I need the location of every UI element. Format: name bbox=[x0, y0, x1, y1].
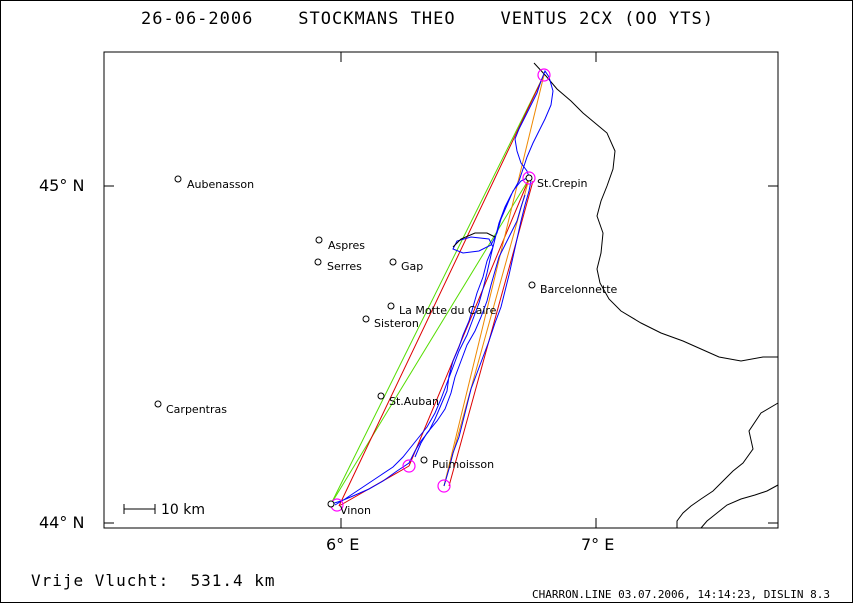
svg-text:Serres: Serres bbox=[327, 260, 362, 273]
place-st-auban: St.Auban bbox=[377, 392, 439, 408]
task-legs bbox=[330, 74, 545, 507]
scale-label: 10 km bbox=[161, 502, 205, 518]
place-puimoisson: Puimoisson bbox=[420, 456, 494, 471]
place-gap: Gap bbox=[389, 258, 423, 273]
turnpoint-1 bbox=[537, 68, 551, 82]
task-leg-red-1 bbox=[338, 74, 545, 507]
country-border bbox=[533, 62, 778, 362]
place-barcelonnette: Barcelonnette bbox=[528, 281, 618, 296]
svg-text:Puimoisson: Puimoisson bbox=[432, 458, 494, 471]
lon-label-6: 6° E bbox=[326, 535, 359, 554]
place-serres: Serres bbox=[314, 258, 362, 273]
place-markers: Aubenasson Aspres Serres Gap La Motte du… bbox=[154, 174, 618, 517]
task-leg-red-3 bbox=[408, 178, 530, 467]
scale-bar: 10 km bbox=[123, 502, 205, 518]
place-la-motte-du-caire: La Motte du Caire bbox=[387, 302, 497, 317]
svg-text:St.Crepin: St.Crepin bbox=[537, 177, 588, 190]
svg-text:Vinon: Vinon bbox=[340, 504, 371, 517]
lat-label-44: 44° N bbox=[39, 513, 84, 532]
svg-text:Aspres: Aspres bbox=[328, 239, 365, 252]
place-st-crepin: St.Crepin bbox=[525, 174, 588, 190]
flight-track-3 bbox=[414, 194, 526, 458]
place-sisteron: Sisteron bbox=[362, 315, 419, 330]
place-vinon: Vinon bbox=[327, 500, 371, 517]
svg-text:Carpentras: Carpentras bbox=[166, 403, 227, 416]
turnpoints bbox=[330, 68, 551, 512]
task-leg-orange-2 bbox=[443, 178, 530, 487]
lat-label-45: 45° N bbox=[39, 176, 84, 195]
svg-text:Gap: Gap bbox=[401, 260, 423, 273]
axis-ticks bbox=[104, 52, 778, 528]
task-leg-green-2 bbox=[330, 178, 530, 505]
svg-text:St.Auban: St.Auban bbox=[389, 395, 439, 408]
place-aubenasson: Aubenasson bbox=[174, 175, 254, 191]
task-leg-green-1 bbox=[330, 74, 545, 505]
coast-line-2 bbox=[700, 484, 779, 529]
flight-title: 26-06-2006 STOCKMANS THEO VENTUS 2CX (OO… bbox=[141, 9, 714, 29]
map-frame bbox=[103, 51, 779, 529]
free-flight-distance: Vrije Vlucht: 531.4 km bbox=[31, 571, 276, 590]
flight-track-4 bbox=[452, 232, 496, 248]
svg-text:Sisteron: Sisteron bbox=[374, 317, 419, 330]
place-aspres: Aspres bbox=[315, 236, 365, 252]
generator-info: CHARRON.LINE 03.07.2006, 14:14:23, DISLI… bbox=[531, 588, 830, 601]
turnpoint-3 bbox=[402, 459, 416, 473]
turnpoint-4 bbox=[437, 479, 451, 493]
flight-track bbox=[330, 69, 554, 506]
coast-line bbox=[676, 402, 779, 528]
svg-text:La Motte du Caire: La Motte du Caire bbox=[399, 304, 497, 317]
lon-label-7: 7° E bbox=[581, 535, 614, 554]
svg-text:Barcelonnette: Barcelonnette bbox=[540, 283, 618, 296]
task-leg-orange-1 bbox=[443, 74, 545, 487]
turnpoint-2 bbox=[522, 171, 536, 185]
svg-text:Aubenasson: Aubenasson bbox=[187, 178, 254, 191]
flight-track-2 bbox=[443, 180, 532, 487]
place-carpentras: Carpentras bbox=[154, 400, 227, 416]
